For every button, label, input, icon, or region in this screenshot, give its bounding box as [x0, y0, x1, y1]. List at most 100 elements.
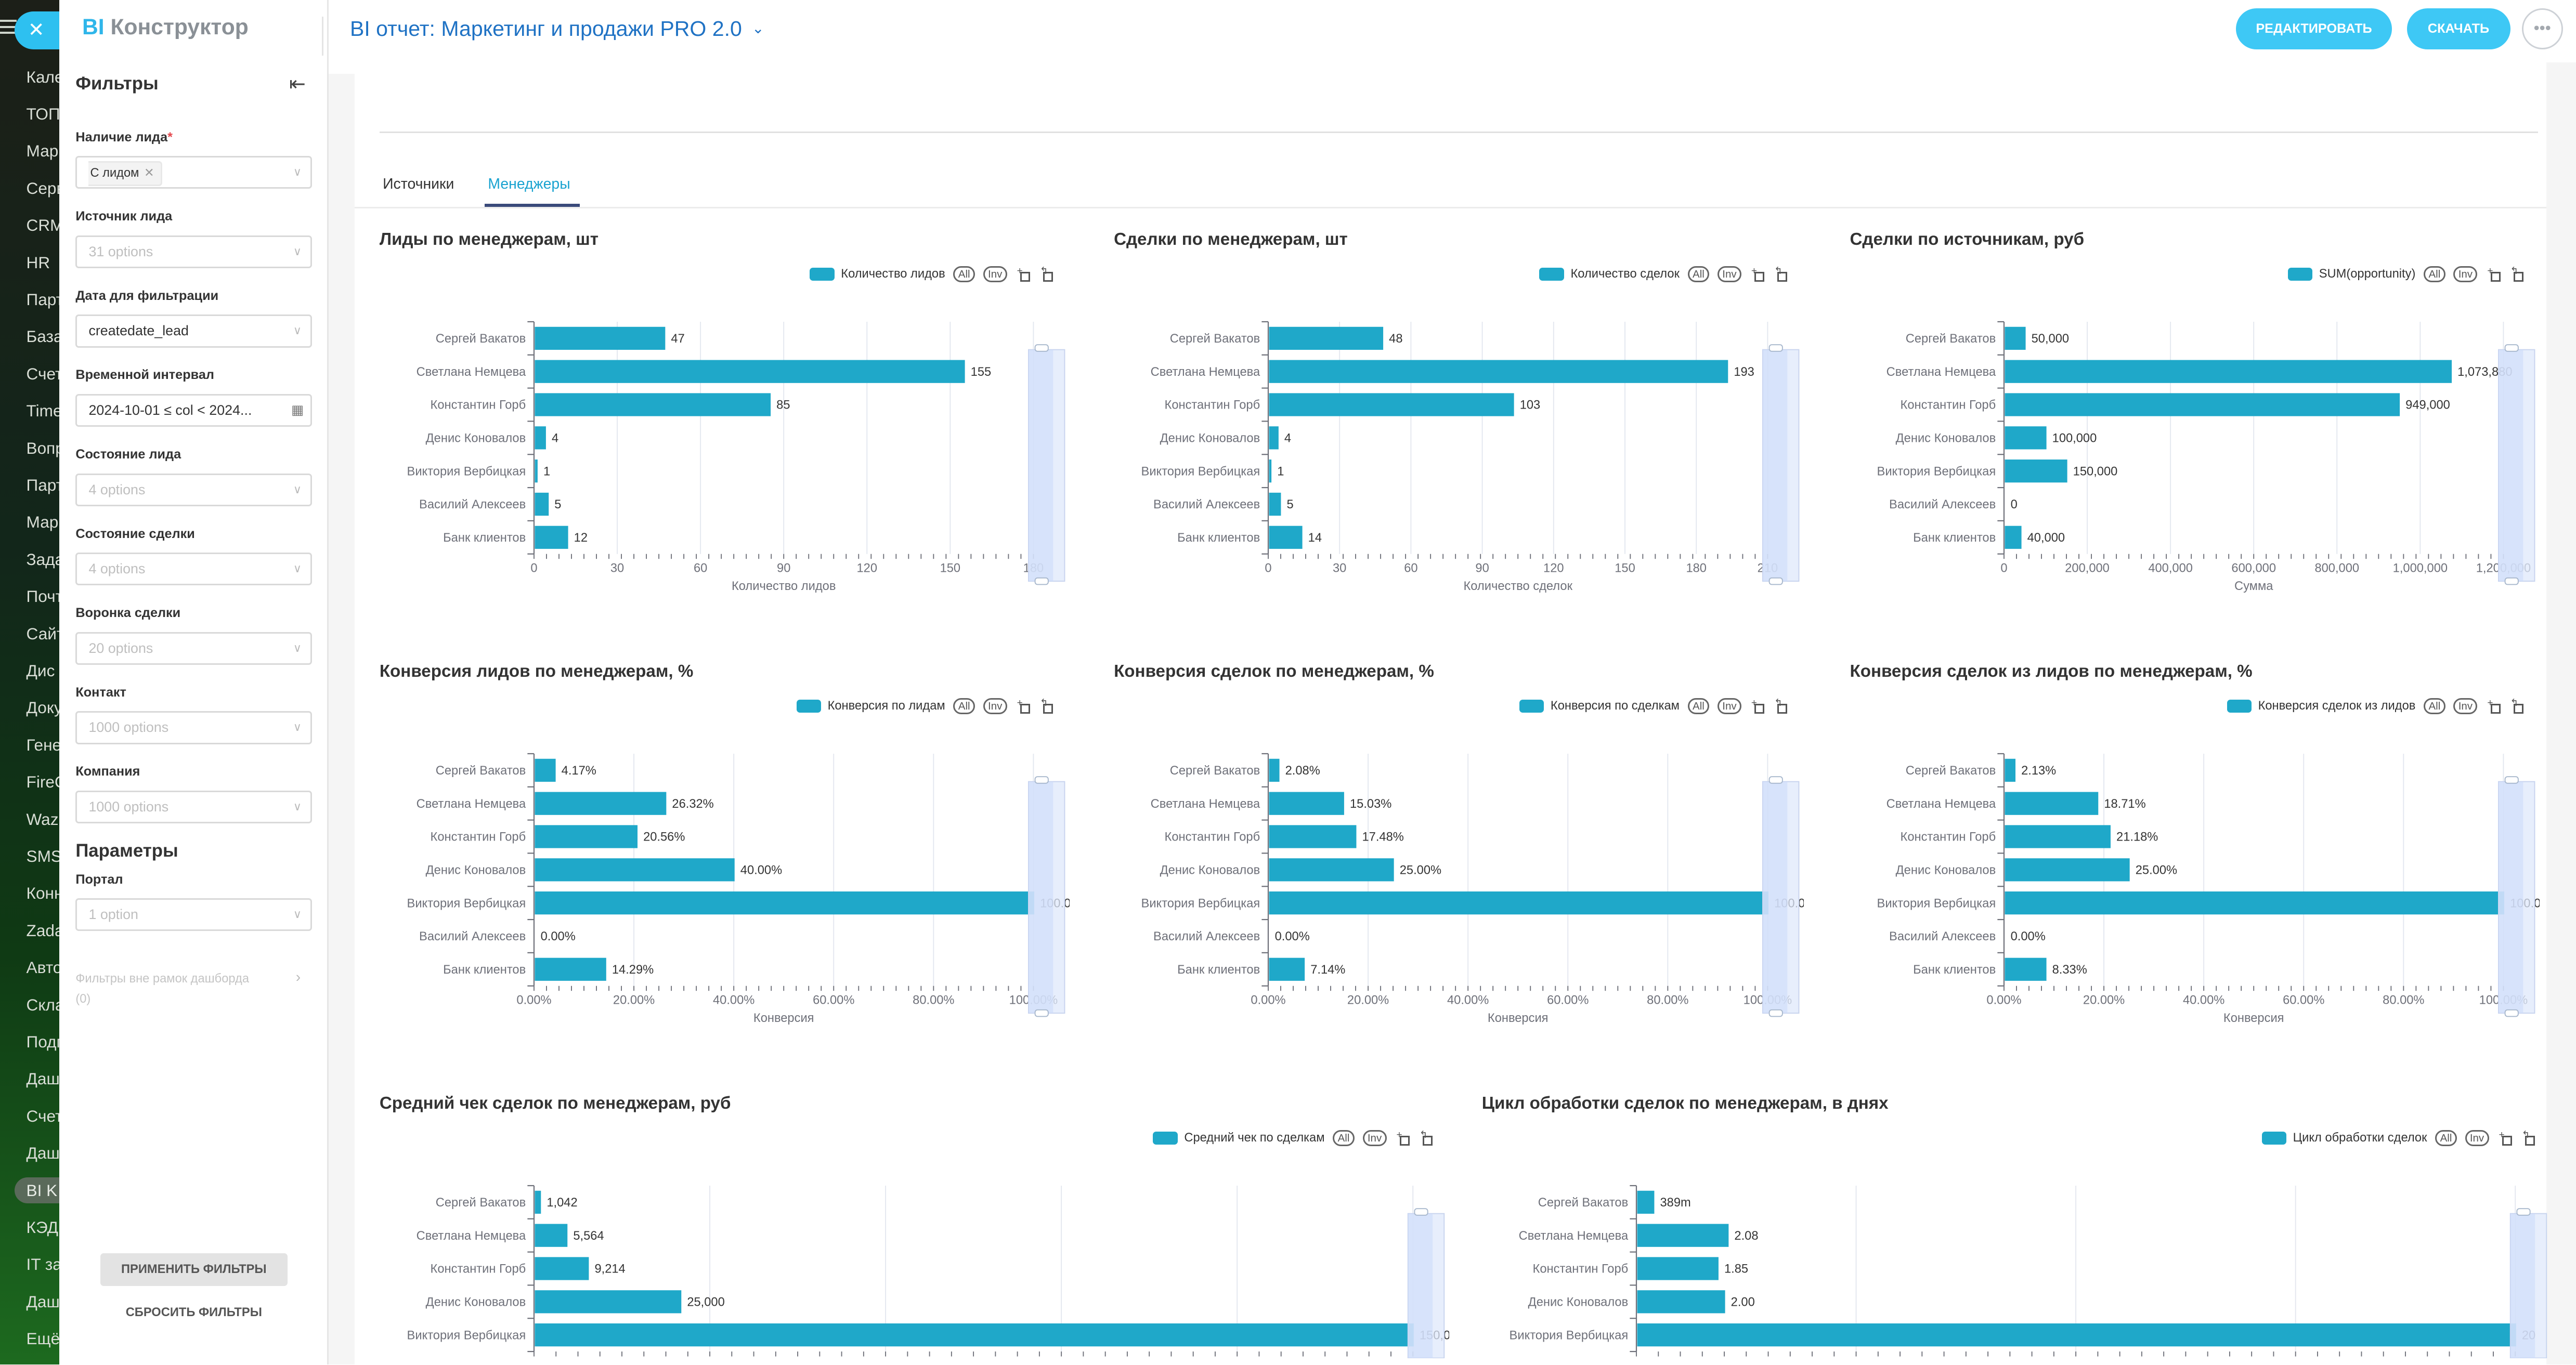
slider-handle-top[interactable] [1768, 776, 1783, 784]
zoom-select-icon[interactable]: + [2487, 698, 2501, 714]
slider-handle-bottom[interactable] [1768, 1009, 1783, 1017]
zoom-select-icon[interactable]: + [1017, 698, 1030, 714]
nav-item[interactable]: HR [26, 253, 50, 272]
nav-item[interactable]: Дис [26, 661, 55, 680]
nav-item[interactable]: Даш [26, 1292, 59, 1311]
nav-item[interactable]: Доку [26, 698, 59, 717]
nav-item[interactable]: Кале [26, 67, 59, 86]
data-zoom-slider[interactable] [1027, 776, 1065, 1017]
legend-label[interactable]: SUM(opportunity) [2319, 267, 2416, 281]
nav-item[interactable]: Мар [26, 141, 59, 161]
nav-item[interactable]: Waz [26, 809, 59, 829]
filter-select[interactable]: createdate_lead ∨ [75, 314, 313, 348]
nav-item[interactable]: Почт [26, 587, 59, 606]
slider-handle-top[interactable] [2505, 344, 2519, 352]
nav-item[interactable]: Скла [26, 995, 59, 1014]
zoom-reset-icon[interactable]: ↰ [2510, 698, 2523, 714]
legend-select-all-button[interactable]: All [953, 266, 975, 283]
filter-select[interactable]: 4 options ∨ [75, 473, 313, 506]
data-zoom-slider[interactable] [2498, 344, 2535, 585]
collapse-sidebar-icon[interactable]: ⇤ [289, 73, 306, 95]
data-zoom-slider[interactable] [1027, 344, 1065, 585]
zoom-reset-icon[interactable]: ↰ [1420, 1130, 1433, 1146]
report-title[interactable]: BI отчет: Маркетинг и продажи PRO 2.0 [349, 16, 742, 41]
slider-handle-bottom[interactable] [2505, 578, 2519, 585]
chevron-down-icon[interactable]: ⌄ [751, 20, 764, 37]
zoom-reset-icon[interactable]: ↰ [1040, 698, 1053, 714]
nav-item[interactable]: База [26, 327, 59, 346]
filter-select[interactable]: С лидом ✕ ∨ [75, 156, 313, 189]
legend-inverse-button[interactable]: Inv [2453, 698, 2478, 715]
menu-icon[interactable] [0, 19, 17, 36]
legend-select-all-button[interactable]: All [953, 698, 975, 715]
legend-inverse-button[interactable]: Inv [1717, 266, 1741, 283]
legend-swatch[interactable] [1153, 1131, 1178, 1145]
slider-handle-bottom[interactable] [1768, 578, 1783, 585]
legend-label[interactable]: Конверсия сделок из лидов [2258, 699, 2416, 713]
slider-handle-top[interactable] [1768, 344, 1783, 352]
slider-handle-top[interactable] [2505, 776, 2519, 784]
nav-item[interactable]: ТОП [26, 104, 59, 123]
nav-item[interactable]: Даш [26, 1144, 59, 1163]
legend-swatch[interactable] [1539, 267, 1564, 281]
nav-item[interactable]: SMS [26, 846, 59, 865]
data-zoom-slider[interactable] [1762, 776, 1800, 1017]
slider-handle-top[interactable] [1414, 1208, 1428, 1216]
reset-filters-button[interactable]: СБРОСИТЬ ФИЛЬТРЫ [125, 1305, 262, 1319]
chevron-right-icon[interactable]: › [295, 969, 301, 986]
legend-inverse-button[interactable]: Inv [2453, 266, 2478, 283]
zoom-select-icon[interactable]: + [2487, 266, 2501, 282]
nav-item[interactable]: Авто [26, 958, 59, 977]
nav-item[interactable]: Даш [26, 1069, 59, 1088]
filter-select[interactable]: 1000 options ∨ [75, 790, 313, 824]
nav-item[interactable]: Счет [26, 364, 59, 383]
legend-select-all-button[interactable]: All [1687, 266, 1710, 283]
nav-item[interactable]: Конн [26, 884, 59, 903]
legend-swatch[interactable] [2227, 699, 2252, 713]
nav-item[interactable]: Серв [26, 178, 59, 198]
legend-label[interactable]: Средний чек по сделкам [1184, 1131, 1325, 1145]
slider-handle-bottom[interactable] [1034, 1009, 1049, 1017]
legend-inverse-button[interactable]: Inv [983, 266, 1007, 283]
legend-inverse-button[interactable]: Inv [983, 698, 1007, 715]
data-zoom-slider[interactable] [2509, 1208, 2547, 1358]
remove-chip-icon[interactable]: ✕ [144, 166, 154, 180]
legend-select-all-button[interactable]: All [1687, 698, 1710, 715]
nav-item[interactable]: IT за [26, 1255, 59, 1274]
filter-select[interactable]: 1000 options ∨ [75, 711, 313, 744]
legend-swatch[interactable] [796, 699, 821, 713]
legend-inverse-button[interactable]: Inv [1717, 698, 1741, 715]
legend-select-all-button[interactable]: All [2424, 698, 2445, 715]
slider-handle-top[interactable] [2516, 1208, 2531, 1216]
zoom-select-icon[interactable]: + [1751, 266, 1765, 282]
legend-label[interactable]: Конверсия по сделкам [1550, 699, 1680, 713]
legend-inverse-button[interactable]: Inv [1362, 1130, 1387, 1147]
zoom-select-icon[interactable]: + [1017, 266, 1030, 282]
calendar-icon[interactable]: ▦ [291, 403, 304, 418]
nav-item[interactable]: Зада [26, 549, 59, 569]
nav-item[interactable]: Подп [26, 1032, 59, 1051]
slider-handle-top[interactable] [1034, 776, 1049, 784]
slider-handle-top[interactable] [1034, 344, 1049, 352]
legend-select-all-button[interactable]: All [2424, 266, 2445, 283]
filter-select[interactable]: 20 options ∨ [75, 632, 313, 665]
slider-handle-bottom[interactable] [1034, 578, 1049, 585]
zoom-reset-icon[interactable]: ↰ [1774, 266, 1788, 282]
outside-filters-link[interactable]: Фильтры вне рамок дашборда (0) [75, 972, 249, 1013]
zoom-select-icon[interactable]: + [1751, 698, 1765, 714]
zoom-reset-icon[interactable]: ↰ [2510, 266, 2523, 282]
tab-managers[interactable]: Менеджеры [488, 176, 570, 193]
nav-item[interactable]: КЭД [26, 1218, 58, 1237]
legend-swatch[interactable] [2261, 1131, 2287, 1145]
report-title-selector[interactable]: BI отчет: Маркетинг и продажи PRO 2.0 ⌄ [350, 17, 764, 41]
nav-item[interactable]: Сайт [26, 624, 59, 643]
edit-button[interactable]: РЕДАКТИРОВАТЬ [2235, 8, 2392, 49]
legend-swatch[interactable] [2287, 267, 2313, 281]
slider-handle-bottom[interactable] [2505, 1009, 2519, 1017]
nav-item[interactable]: Мар [26, 513, 59, 532]
legend-label[interactable]: Цикл обработки сделок [2293, 1131, 2427, 1145]
nav-item[interactable]: Zada [26, 921, 59, 940]
legend-inverse-button[interactable]: Inv [2465, 1130, 2489, 1147]
apply-filters-button[interactable]: ПРИМЕНИТЬ ФИЛЬТРЫ [100, 1253, 288, 1286]
legend-swatch[interactable] [1519, 699, 1544, 713]
